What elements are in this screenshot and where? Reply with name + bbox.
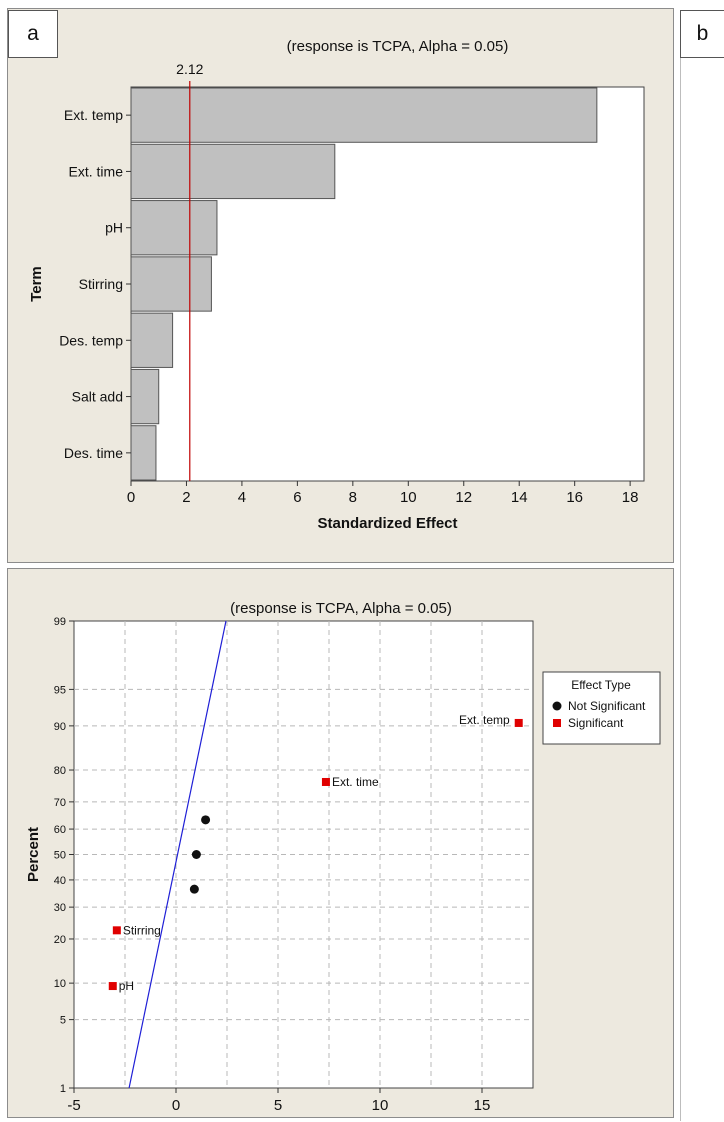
legend-entry: Not Significant [568, 699, 646, 713]
y-tick-label: 30 [54, 902, 66, 914]
y-tick-label: 60 [54, 824, 66, 836]
x-tick-label: 0 [172, 1097, 180, 1114]
x-axis-label: Standardized Effect [317, 515, 457, 532]
y-tick-label: Salt add [72, 389, 123, 405]
chart-title: (response is TCPA, Alpha = 0.05) [230, 600, 452, 617]
not-significant-point [191, 850, 201, 859]
significant-point [321, 777, 330, 786]
y-tick-label: 1 [60, 1083, 66, 1095]
reference-line-label: 2.12 [176, 61, 203, 77]
x-tick-label: 15 [474, 1097, 491, 1114]
y-tick-label: Ext. time [69, 163, 124, 179]
y-tick-label: 5 [60, 1015, 66, 1027]
chart-title: (response is TCPA, Alpha = 0.05) [287, 38, 509, 55]
y-tick-label: 90 [54, 721, 66, 733]
x-tick-label: 10 [400, 489, 417, 506]
point-label: Ext. temp [459, 713, 510, 727]
y-tick-label: 99 [54, 616, 66, 628]
x-tick-label: 2 [182, 489, 190, 506]
normal-fit-line [128, 620, 227, 1089]
x-tick-label: 10 [372, 1097, 389, 1114]
legend-title: Effect Type [571, 678, 631, 692]
bar [130, 200, 218, 256]
y-axis-label: Term [28, 266, 45, 302]
point-label: Stirring [123, 923, 161, 937]
x-tick-label: 0 [127, 489, 135, 506]
y-tick-label: 10 [54, 978, 66, 990]
y-tick-label: 70 [54, 797, 66, 809]
y-tick-label: 80 [54, 765, 66, 777]
y-tick-label: Ext. temp [64, 107, 123, 123]
pareto-chart: (response is TCPA, Alpha = 0.05) Ext. tem… [28, 38, 645, 532]
y-tick-label: Stirring [79, 276, 123, 292]
x-tick-label: 12 [455, 489, 472, 506]
point-label: pH [119, 979, 134, 993]
legend-significant-marker [553, 719, 561, 727]
normal-probability-chart: (response is TCPA, Alpha = 0.05)15102030… [25, 600, 661, 1122]
x-tick-label: 5 [274, 1097, 282, 1114]
x-tick-label: 18 [622, 489, 639, 506]
bar [130, 368, 160, 425]
x-tick-label: 4 [238, 489, 246, 506]
not-significant-point [201, 815, 211, 825]
y-tick-label: 95 [54, 684, 66, 696]
y-tick-label: Des. temp [59, 332, 123, 348]
y-tick-label: 20 [54, 934, 66, 946]
bar [130, 312, 174, 368]
legend-not-significant-marker [552, 701, 562, 711]
x-tick-label: -5 [67, 1097, 80, 1114]
y-tick-label: 50 [54, 850, 66, 862]
panel-b-edge-divider [680, 58, 681, 1121]
significant-point [514, 718, 523, 727]
panel-label-b: b [680, 10, 724, 58]
x-tick-label: 16 [566, 489, 583, 506]
bar [130, 87, 598, 143]
y-axis-label: Percent [25, 827, 42, 882]
x-tick-label: 14 [511, 489, 528, 506]
y-tick-label: 40 [54, 875, 66, 887]
bar [130, 143, 336, 200]
x-tick-label: 8 [349, 489, 357, 506]
legend-entry: Significant [568, 716, 624, 730]
significant-point [112, 926, 121, 935]
panel-label-a: a [8, 10, 58, 58]
legend-box [542, 671, 661, 745]
y-tick-label: pH [105, 220, 123, 236]
pareto-panel: (response is TCPA, Alpha = 0.05) Ext. tem… [7, 8, 674, 563]
normal-plot-panel: (response is TCPA, Alpha = 0.05) 1 5 10 20 30… [7, 568, 674, 1122]
significant-point [108, 982, 117, 991]
y-tick-label: Des. time [64, 445, 123, 461]
not-significant-point [189, 884, 199, 894]
bar [130, 256, 212, 312]
bar [130, 425, 157, 481]
x-tick-label: 6 [293, 489, 301, 506]
point-label: Ext. time [332, 775, 379, 789]
